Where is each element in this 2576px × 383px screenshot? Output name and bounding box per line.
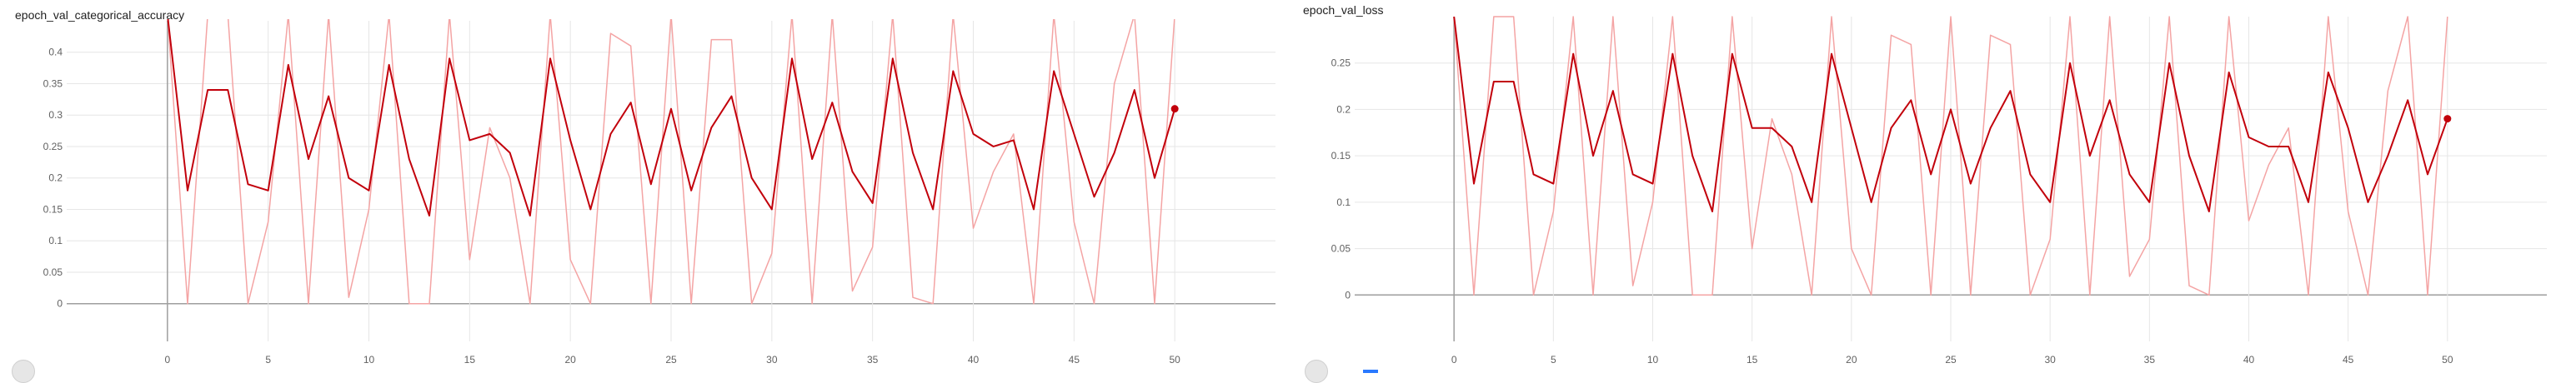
x-tick-label: 20 bbox=[1846, 354, 1857, 366]
y-tick-label: 0.05 bbox=[1331, 243, 1351, 255]
x-tick-label: 30 bbox=[766, 354, 778, 366]
expand-chart-button[interactable] bbox=[12, 360, 35, 383]
smoothed-series-line bbox=[167, 19, 1176, 217]
x-tick-label: 5 bbox=[1551, 354, 1556, 366]
x-tick-label: 10 bbox=[1647, 354, 1659, 366]
x-tick-label: 5 bbox=[265, 354, 271, 366]
x-tick-label: 10 bbox=[363, 354, 375, 366]
series-color-chip bbox=[1363, 370, 1378, 373]
last-point-marker bbox=[1170, 105, 1179, 113]
y-tick-label: 0.15 bbox=[43, 203, 63, 215]
y-tick-label: 0.05 bbox=[43, 266, 63, 278]
y-tick-label: 0.1 bbox=[48, 235, 63, 246]
x-tick-label: 50 bbox=[1169, 354, 1180, 366]
last-point-marker bbox=[2443, 115, 2452, 123]
x-tick-label: 0 bbox=[164, 354, 170, 366]
x-tick-label: 45 bbox=[1069, 354, 1080, 366]
loss-chart: 0 0.05 0.1 0.15 0.2 0.25 0 5 10 15 20 25 30 35 40 45 50 bbox=[1331, 16, 2547, 366]
accuracy-chart: 0 0.05 0.1 0.15 0.2 0.25 0.3 0.35 0.4 0 5 10 15 20 25 3… bbox=[43, 19, 1275, 366]
y-tick-label: 0 bbox=[1345, 289, 1351, 301]
raw-series-line bbox=[167, 19, 1175, 305]
x-tick-label: 40 bbox=[2243, 354, 2255, 366]
x-tick-label: 50 bbox=[2442, 354, 2453, 366]
x-tick-label: 45 bbox=[2343, 354, 2354, 366]
x-tick-label: 40 bbox=[968, 354, 980, 366]
x-tick-label: 35 bbox=[2144, 354, 2156, 366]
smoothed-series-line bbox=[1453, 16, 2448, 212]
raw-series-line bbox=[1453, 16, 2448, 296]
y-tick-label: 0.25 bbox=[1331, 57, 1351, 69]
y-tick-label: 0.35 bbox=[43, 77, 63, 89]
y-tick-label: 0.1 bbox=[1336, 196, 1351, 208]
x-tick-label: 30 bbox=[2044, 354, 2056, 366]
x-tick-label: 15 bbox=[1747, 354, 1758, 366]
accuracy-chart-panel: epoch_val_categorical_accuracy 0 0.05 0.1 0… bbox=[0, 0, 1288, 383]
y-tick-label: 0 bbox=[57, 298, 63, 310]
expand-chart-button[interactable] bbox=[1305, 360, 1328, 383]
x-tick-label: 25 bbox=[1945, 354, 1957, 366]
x-tick-label: 15 bbox=[464, 354, 476, 366]
y-tick-label: 0.3 bbox=[48, 109, 63, 121]
x-tick-label: 0 bbox=[1451, 354, 1457, 366]
y-tick-label: 0.15 bbox=[1331, 150, 1351, 162]
y-tick-label: 0.2 bbox=[48, 172, 63, 184]
y-tick-label: 0.4 bbox=[48, 47, 63, 58]
y-tick-label: 0.25 bbox=[43, 141, 63, 152]
loss-chart-panel: epoch_val_loss 0 0.05 0.1 0.15 0.2 0.25 0 5 10 15… bbox=[1288, 0, 2576, 383]
chart-title: epoch_val_categorical_accuracy bbox=[15, 8, 185, 22]
x-tick-label: 25 bbox=[665, 354, 677, 366]
x-tick-label: 20 bbox=[564, 354, 576, 366]
y-tick-label: 0.2 bbox=[1336, 103, 1351, 115]
chart-title: epoch_val_loss bbox=[1303, 3, 1384, 17]
x-tick-label: 35 bbox=[867, 354, 879, 366]
